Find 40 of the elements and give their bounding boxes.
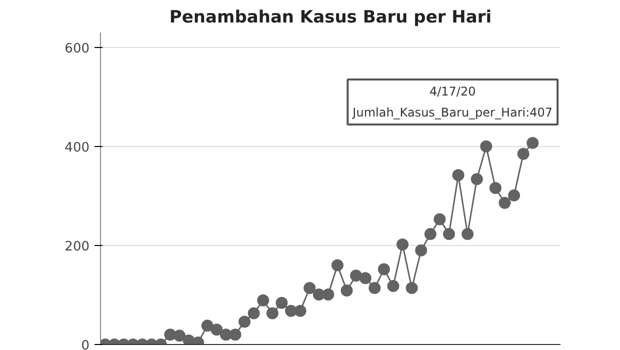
point [434, 213, 446, 226]
y-tick-label: 600 [64, 41, 90, 56]
point [378, 263, 390, 276]
point [238, 316, 251, 328]
point [340, 284, 353, 297]
point [406, 282, 418, 294]
y-tick-label: 200 [64, 239, 90, 254]
point [442, 228, 455, 240]
point [201, 320, 214, 332]
point [498, 196, 511, 209]
point [266, 307, 278, 320]
point [396, 238, 409, 250]
point [470, 173, 483, 186]
point [322, 288, 334, 300]
point [368, 282, 381, 294]
point [294, 304, 306, 317]
point [508, 189, 520, 202]
annotation: 4/17/20 Jumlah_Kasus_Baru_per_Hari:407 [352, 84, 553, 120]
point [276, 296, 288, 309]
point [462, 228, 474, 240]
point [331, 259, 344, 272]
point [424, 228, 436, 240]
point [359, 272, 372, 284]
chart-title: Penambahan Kasus Baru per Hari [169, 8, 492, 28]
point [350, 270, 362, 282]
point [173, 330, 186, 342]
point [415, 244, 428, 256]
y-tick-label: 0 [81, 338, 90, 350]
point [526, 136, 539, 149]
point [489, 182, 502, 194]
point [517, 148, 530, 160]
point [257, 294, 270, 306]
y-tick-label: 400 [64, 140, 90, 156]
point [387, 280, 400, 292]
point [210, 324, 223, 336]
point [480, 140, 492, 152]
point [452, 169, 464, 182]
point [229, 328, 242, 341]
point [304, 282, 316, 294]
point [248, 307, 260, 320]
